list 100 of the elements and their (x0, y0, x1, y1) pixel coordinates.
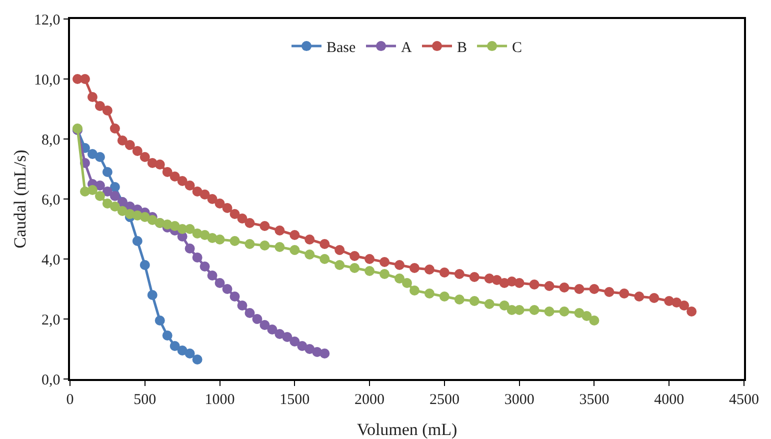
point (200, 262, 210, 272)
point (260, 221, 270, 231)
legend-label: C (512, 40, 522, 56)
point (184, 180, 195, 190)
point (574, 284, 584, 294)
point (544, 281, 554, 291)
legend-label: A (401, 40, 412, 56)
point (686, 306, 697, 316)
point (499, 300, 510, 310)
point (454, 294, 464, 304)
point (87, 185, 98, 195)
point (237, 214, 248, 224)
point (402, 278, 412, 288)
x-tick-label: 0 (66, 392, 74, 408)
point (282, 332, 292, 342)
point (529, 280, 540, 290)
point (334, 245, 345, 255)
y-tick-label: 2,0 (42, 312, 60, 328)
point (244, 239, 255, 249)
point (424, 264, 434, 274)
y-tick-label: 4,0 (42, 252, 60, 268)
point (192, 354, 202, 364)
point (230, 236, 240, 246)
point (424, 288, 434, 298)
point (589, 284, 600, 294)
point (380, 257, 390, 267)
point (94, 191, 105, 201)
x-tick-label: 500 (134, 392, 156, 408)
point (184, 348, 195, 358)
point (514, 305, 524, 315)
point (589, 316, 600, 326)
y-tick-label: 0,0 (42, 372, 60, 388)
x-tick-label: 3500 (579, 392, 610, 408)
point (634, 292, 644, 302)
y-tick-label: 8,0 (42, 132, 60, 148)
point (110, 202, 120, 212)
point (184, 224, 195, 234)
point (162, 330, 172, 340)
point (94, 152, 105, 162)
point (380, 269, 390, 279)
point (102, 167, 112, 177)
point (147, 290, 158, 300)
point (214, 198, 225, 208)
point (649, 293, 660, 303)
point (140, 152, 150, 162)
point (320, 348, 330, 358)
point (102, 106, 112, 116)
point (439, 292, 450, 302)
point (350, 263, 360, 273)
point (80, 74, 90, 84)
point (304, 250, 315, 260)
point (94, 180, 105, 190)
point (230, 292, 240, 302)
y-tick-label: 6,0 (42, 192, 60, 208)
point (469, 272, 480, 282)
point (529, 305, 540, 315)
point (94, 101, 105, 111)
y-tick-label: 10,0 (34, 72, 60, 88)
point (582, 311, 592, 321)
point (192, 252, 202, 262)
point (162, 167, 172, 177)
point (244, 308, 255, 318)
point (350, 251, 360, 261)
point (364, 266, 375, 276)
point (454, 269, 464, 279)
point (274, 226, 285, 236)
point (170, 341, 180, 351)
x-tick-label: 1500 (280, 392, 310, 408)
point (154, 160, 165, 170)
point (544, 306, 554, 316)
point (154, 316, 165, 326)
point (132, 146, 142, 156)
x-tick-label: 1000 (204, 392, 235, 408)
point (244, 218, 255, 228)
point (267, 324, 278, 334)
point (394, 274, 405, 284)
point (604, 287, 614, 297)
point (559, 282, 570, 292)
point (409, 286, 420, 296)
point (252, 314, 262, 324)
point (274, 242, 285, 252)
point (184, 244, 195, 254)
point (514, 278, 524, 288)
point (619, 288, 630, 298)
point (110, 124, 120, 134)
x-tick-label: 2000 (354, 392, 385, 408)
point (102, 186, 112, 196)
point (334, 260, 345, 270)
point (87, 92, 98, 102)
point (320, 239, 330, 249)
point (177, 176, 188, 186)
point (124, 140, 135, 150)
point (439, 268, 450, 278)
point (110, 182, 120, 192)
point (222, 203, 232, 213)
point (679, 300, 690, 310)
point (320, 254, 330, 264)
point (290, 230, 300, 240)
point (132, 236, 142, 246)
point (290, 336, 300, 346)
